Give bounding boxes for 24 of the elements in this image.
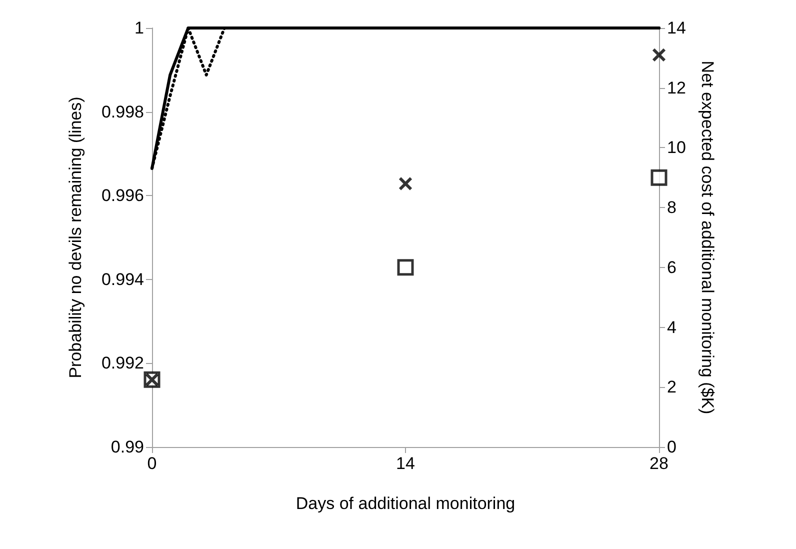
y2-tick-label: 6	[667, 258, 676, 277]
point	[398, 176, 412, 191]
y-tick-label: 0.998	[101, 102, 144, 122]
y-axis-title: Probability no devils remaining (lines)	[66, 96, 85, 378]
y2-tick-label: 12	[667, 78, 686, 98]
y-tick-label: 0.992	[101, 354, 144, 373]
point	[652, 48, 666, 62]
y-tick-label: 0.996	[101, 186, 144, 206]
y-tick-label: 0.994	[101, 270, 144, 289]
y-tick-label: 1	[134, 18, 144, 38]
y2-axis-title: Net expected cost of additional monitoring ($K)	[698, 60, 717, 414]
y2-tick-label: 2	[667, 378, 676, 397]
y2-tick-label: 10	[667, 138, 686, 158]
y2-tick-label: 0	[667, 438, 676, 456]
x-axis-title: Days of additional monitoring	[296, 494, 516, 513]
y2-tick-label: 4	[667, 318, 676, 337]
y2-tick-label: 8	[667, 198, 676, 218]
y2-tick-label: 14	[667, 18, 686, 38]
x-tick-label: 0	[147, 454, 157, 473]
point	[397, 259, 414, 276]
x-tick-label: 14	[396, 454, 415, 473]
x-tick-label: 28	[650, 454, 668, 473]
point	[650, 169, 668, 186]
y-tick-label: 0.99	[110, 438, 144, 456]
